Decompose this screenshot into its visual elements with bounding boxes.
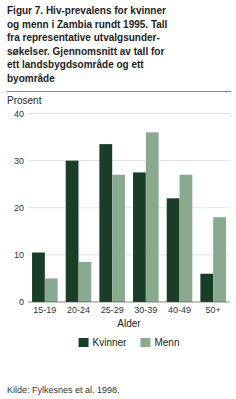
separator (7, 91, 231, 92)
x-axis-line (28, 302, 230, 303)
chart: Figur 7. Hiv-prevalens for kvinner og men… (0, 0, 236, 399)
grid-line (28, 302, 230, 303)
y-tick-label: 10 (14, 250, 24, 260)
source: Kilde: Fylkesnes et al. 1998. (7, 385, 120, 395)
grid-line (28, 254, 230, 255)
legend-item: Menn (140, 337, 179, 348)
chart-container: Figur 7. Hiv-prevalens for kvinner og men… (0, 0, 236, 399)
legend-item: Kvinner (79, 337, 128, 348)
x-axis-label: Alder (117, 318, 141, 329)
legend-swatch (140, 338, 150, 347)
bars (32, 132, 226, 302)
title-line: Figur 7. Hiv-prevalens for kvinner (7, 5, 166, 16)
bar (180, 175, 193, 302)
bar (213, 217, 226, 302)
y-tick-label: 30 (14, 156, 24, 166)
bar (45, 278, 58, 302)
bar (167, 198, 180, 302)
bar (79, 262, 92, 302)
x-tick-label: 25-29 (101, 305, 124, 315)
grid (28, 114, 230, 303)
x-tick-label: 50+ (206, 305, 221, 315)
y-tick-label: 20 (14, 203, 24, 213)
y-tick-label: 0 (19, 297, 24, 307)
title-line: og menn i Zambia rundt 1995. Tall (7, 19, 168, 30)
title-line: søkelser. Gjennomsnitt av tall for (7, 46, 164, 57)
legend-label: Menn (154, 337, 179, 348)
title-line: ett landsbygdsområde og ett (7, 59, 144, 70)
x-tick-label: 30-39 (134, 305, 157, 315)
y-axis-label: Prosent (7, 95, 42, 106)
legend-swatch (79, 338, 89, 347)
bar (146, 132, 159, 302)
legend-label: Kvinner (93, 337, 128, 348)
grid-line (28, 207, 230, 208)
title: Figur 7. Hiv-prevalens for kvinner og men… (7, 5, 168, 84)
legend: Kvinner Menn (79, 337, 180, 348)
grid-line (28, 160, 230, 161)
title-line: byområde (7, 73, 55, 84)
bar (66, 161, 79, 302)
bar (32, 253, 45, 302)
bar (99, 144, 112, 302)
bar (200, 274, 213, 302)
x-tick-label: 40-49 (168, 305, 191, 315)
y-tick-label: 40 (14, 109, 24, 119)
bar (112, 175, 125, 302)
x-tick-label: 15-19 (33, 305, 56, 315)
title-line: fra representative utvalgsunder- (7, 32, 160, 43)
x-tick-label: 20-24 (67, 305, 90, 315)
grid-line (28, 113, 230, 114)
bar (133, 172, 146, 302)
